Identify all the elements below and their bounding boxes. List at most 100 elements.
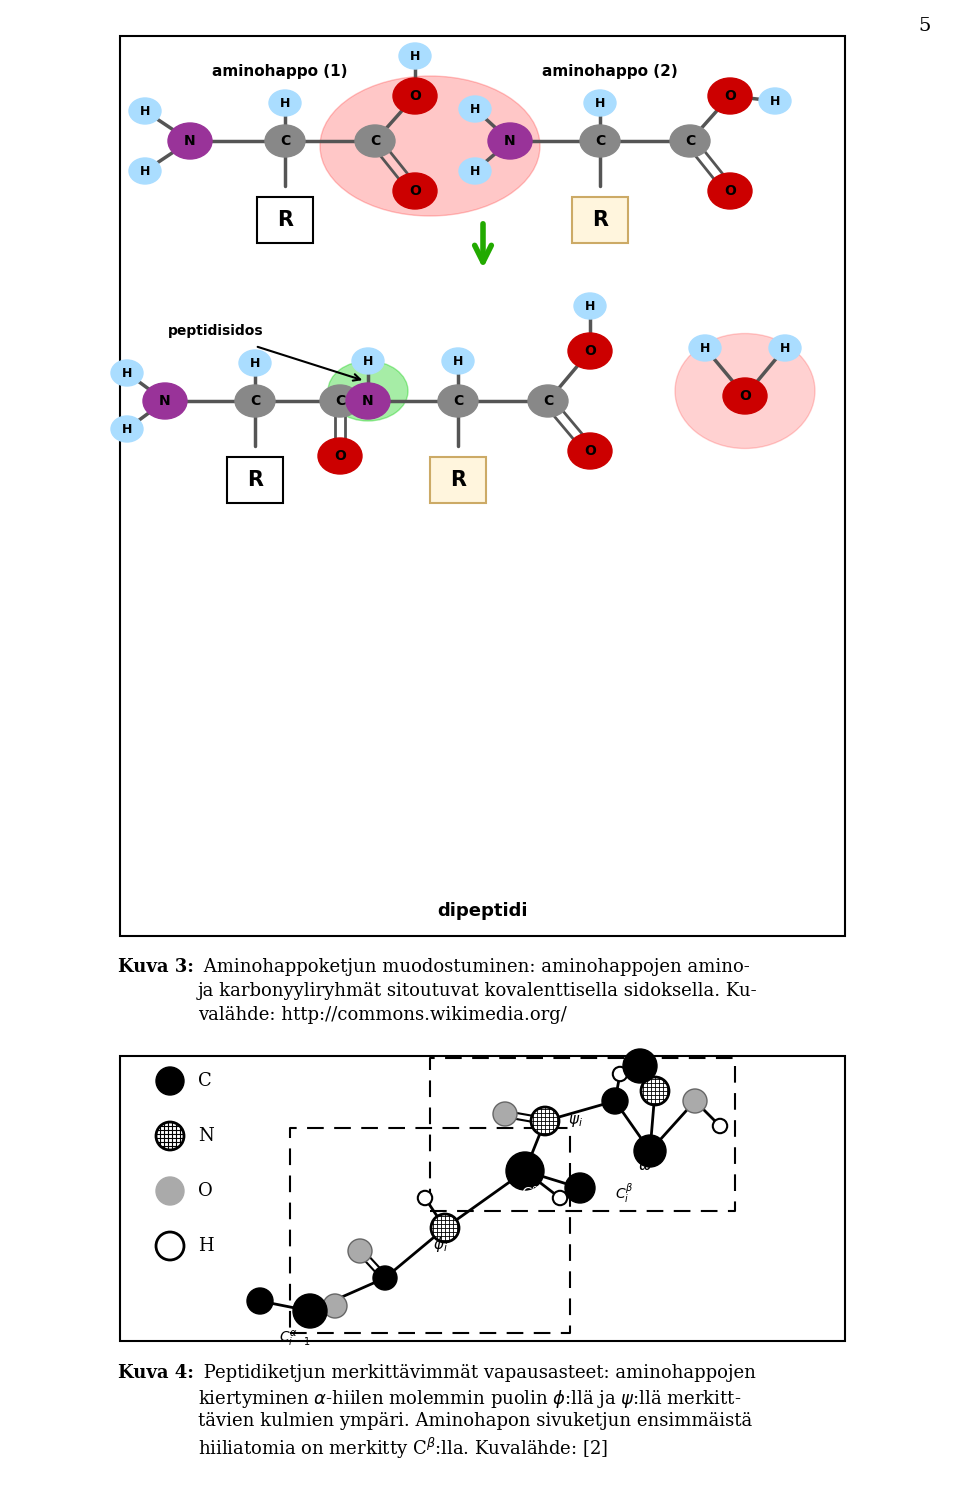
Text: R: R — [247, 470, 263, 491]
Text: aminohappo (1): aminohappo (1) — [212, 63, 348, 78]
Ellipse shape — [580, 126, 620, 157]
Circle shape — [634, 1135, 666, 1167]
Text: H: H — [279, 97, 290, 109]
Ellipse shape — [708, 78, 752, 114]
Circle shape — [623, 1049, 657, 1083]
Text: H: H — [700, 341, 710, 355]
Circle shape — [641, 1077, 669, 1106]
Text: N: N — [504, 135, 516, 148]
Text: O: O — [334, 449, 346, 462]
Bar — [120, 1056, 845, 1340]
Text: H: H — [122, 422, 132, 435]
Ellipse shape — [235, 384, 275, 417]
Circle shape — [418, 1191, 432, 1206]
Ellipse shape — [111, 361, 143, 386]
Ellipse shape — [393, 174, 437, 209]
Ellipse shape — [759, 88, 791, 114]
Text: $C_{i-1}^{\alpha}$: $C_{i-1}^{\alpha}$ — [279, 1328, 311, 1349]
Text: H: H — [770, 94, 780, 108]
Ellipse shape — [568, 334, 612, 370]
Text: C: C — [595, 135, 605, 148]
Circle shape — [553, 1191, 567, 1206]
Text: Kuva 3:: Kuva 3: — [118, 957, 194, 975]
Text: H: H — [140, 105, 150, 118]
Text: O: O — [724, 184, 736, 197]
Ellipse shape — [459, 159, 491, 184]
Text: C: C — [542, 393, 553, 408]
Ellipse shape — [168, 123, 212, 159]
Text: valähde: http://commons.wikimedia.org/: valähde: http://commons.wikimedia.org/ — [198, 1005, 566, 1023]
Text: Peptidiketjun merkittävimmät vapausasteet: aminohappojen: Peptidiketjun merkittävimmät vapausastee… — [198, 1364, 756, 1382]
Text: H: H — [469, 165, 480, 178]
Text: $C_i^{\beta}$: $C_i^{\beta}$ — [615, 1180, 634, 1204]
Text: $\phi_i$: $\phi_i$ — [433, 1234, 447, 1254]
Text: $\omega$: $\omega$ — [638, 1159, 652, 1173]
Ellipse shape — [346, 383, 390, 419]
Circle shape — [323, 1294, 347, 1318]
Text: C: C — [250, 393, 260, 408]
Ellipse shape — [355, 126, 395, 157]
FancyBboxPatch shape — [227, 456, 283, 503]
Ellipse shape — [318, 438, 362, 474]
Ellipse shape — [352, 349, 384, 374]
Text: 5: 5 — [919, 16, 931, 34]
Text: C: C — [280, 135, 290, 148]
Ellipse shape — [143, 383, 187, 419]
Circle shape — [431, 1213, 459, 1242]
Circle shape — [156, 1233, 184, 1260]
Ellipse shape — [129, 99, 161, 124]
Circle shape — [156, 1122, 184, 1150]
Text: N: N — [362, 393, 373, 408]
Text: O: O — [739, 389, 751, 402]
Ellipse shape — [723, 378, 767, 414]
Circle shape — [156, 1177, 184, 1204]
Ellipse shape — [393, 78, 437, 114]
Circle shape — [506, 1152, 544, 1189]
Text: peptidisidos: peptidisidos — [168, 325, 264, 338]
Text: O: O — [198, 1182, 213, 1200]
Text: H: H — [585, 299, 595, 313]
Text: R: R — [592, 209, 608, 230]
Ellipse shape — [328, 361, 408, 420]
Ellipse shape — [689, 335, 721, 361]
Text: N: N — [159, 393, 171, 408]
Ellipse shape — [265, 126, 305, 157]
Text: Kuva 4:: Kuva 4: — [118, 1364, 194, 1382]
Ellipse shape — [528, 384, 568, 417]
Ellipse shape — [129, 159, 161, 184]
Ellipse shape — [769, 335, 801, 361]
Text: hiiliatomia on merkitty C$^{\beta}$:lla. Kuvalähde: [2]: hiiliatomia on merkitty C$^{\beta}$:lla.… — [198, 1436, 609, 1462]
Ellipse shape — [568, 432, 612, 470]
Text: H: H — [469, 103, 480, 115]
Text: tävien kulmien ympäri. Aminohapon sivuketjun ensimmäistä: tävien kulmien ympäri. Aminohapon sivuke… — [198, 1412, 753, 1430]
Text: aminohappo (2): aminohappo (2) — [542, 63, 678, 78]
Text: O: O — [584, 344, 596, 358]
Ellipse shape — [269, 90, 301, 117]
Ellipse shape — [399, 43, 431, 69]
Text: C: C — [335, 393, 346, 408]
Ellipse shape — [675, 334, 815, 449]
Bar — [120, 36, 845, 936]
Text: H: H — [363, 355, 373, 368]
FancyBboxPatch shape — [257, 197, 313, 242]
Circle shape — [293, 1294, 327, 1328]
Text: H: H — [122, 367, 132, 380]
Ellipse shape — [584, 90, 616, 117]
Ellipse shape — [442, 349, 474, 374]
Text: C: C — [198, 1073, 212, 1091]
Ellipse shape — [670, 126, 710, 157]
Text: Aminohappoketjun muodostuminen: aminohappojen amino-: Aminohappoketjun muodostuminen: aminohap… — [198, 957, 750, 975]
Text: H: H — [198, 1237, 214, 1255]
Ellipse shape — [111, 416, 143, 441]
Text: $C_i^{\alpha}$: $C_i^{\alpha}$ — [520, 1185, 540, 1204]
Text: O: O — [409, 184, 420, 197]
Ellipse shape — [320, 384, 360, 417]
Text: ja karbonyyliryhmät sitoutuvat kovalenttisella sidoksella. Ku-: ja karbonyyliryhmät sitoutuvat kovalentt… — [198, 981, 757, 999]
Text: R: R — [277, 209, 293, 230]
Circle shape — [247, 1288, 273, 1313]
Ellipse shape — [320, 76, 540, 215]
Text: $\psi_i$: $\psi_i$ — [567, 1113, 583, 1129]
Ellipse shape — [459, 96, 491, 123]
Text: O: O — [584, 444, 596, 458]
Circle shape — [612, 1067, 627, 1082]
